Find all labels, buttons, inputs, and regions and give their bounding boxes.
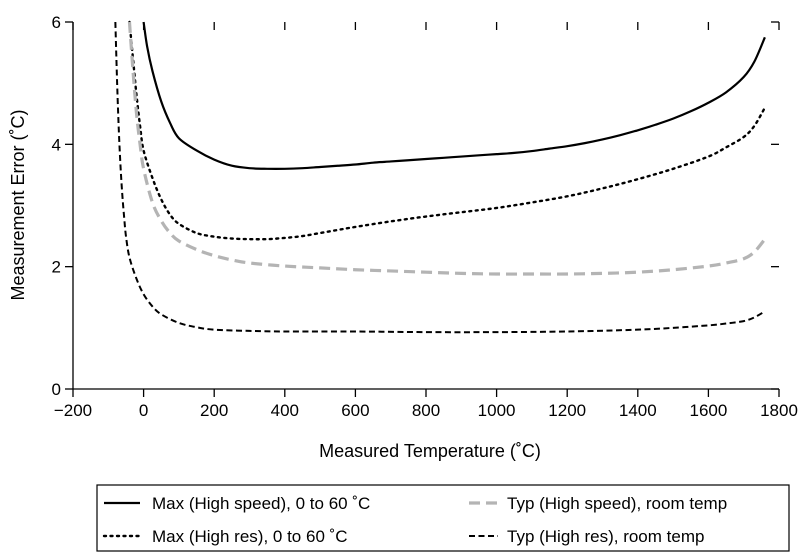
y-axis-title: Measurement Error (˚C): [8, 109, 28, 300]
legend-label-typ-high-res: Typ (High res), room temp: [507, 527, 704, 546]
y-tick-label: 2: [52, 258, 61, 277]
x-tick-label: 1000: [478, 401, 516, 420]
series-layer: [114, 20, 767, 334]
y-tick-label: 4: [52, 135, 61, 154]
series-line-3: [114, 21, 766, 334]
series-line-0: [142, 21, 766, 170]
series-line-2: [127, 21, 767, 276]
legend-label-typ-high-speed: Typ (High speed), room temp: [507, 494, 727, 513]
x-tick-label: 400: [271, 401, 299, 420]
x-tick-label: 800: [412, 401, 440, 420]
x-tick-label: 600: [341, 401, 369, 420]
x-tick-label: 0: [139, 401, 148, 420]
y-tick-label: 0: [52, 380, 61, 399]
x-tick-label: 1800: [760, 401, 798, 420]
x-tick-label: 1200: [548, 401, 586, 420]
legend-label-max-high-speed: Max (High speed), 0 to 60 ˚C: [152, 494, 370, 513]
x-axis-title: Measured Temperature (˚C): [319, 441, 541, 461]
legend-label-max-high-res: Max (High res), 0 to 60 ˚C: [152, 527, 348, 546]
x-tick-label: 200: [200, 401, 228, 420]
y-tick-label: 6: [52, 13, 61, 32]
legend-box: [96, 484, 790, 552]
axes-layer: −200 0 200 400 600 800 1000 1200 1400 1600 1800 0 2 4…: [52, 13, 798, 420]
legend: Max (High speed), 0 to 60 ˚C Max (High r…: [96, 484, 790, 552]
series-line-1: [128, 20, 767, 241]
x-tick-label: −200: [54, 401, 92, 420]
x-tick-label: 1400: [619, 401, 657, 420]
x-tick-label: 1600: [689, 401, 727, 420]
